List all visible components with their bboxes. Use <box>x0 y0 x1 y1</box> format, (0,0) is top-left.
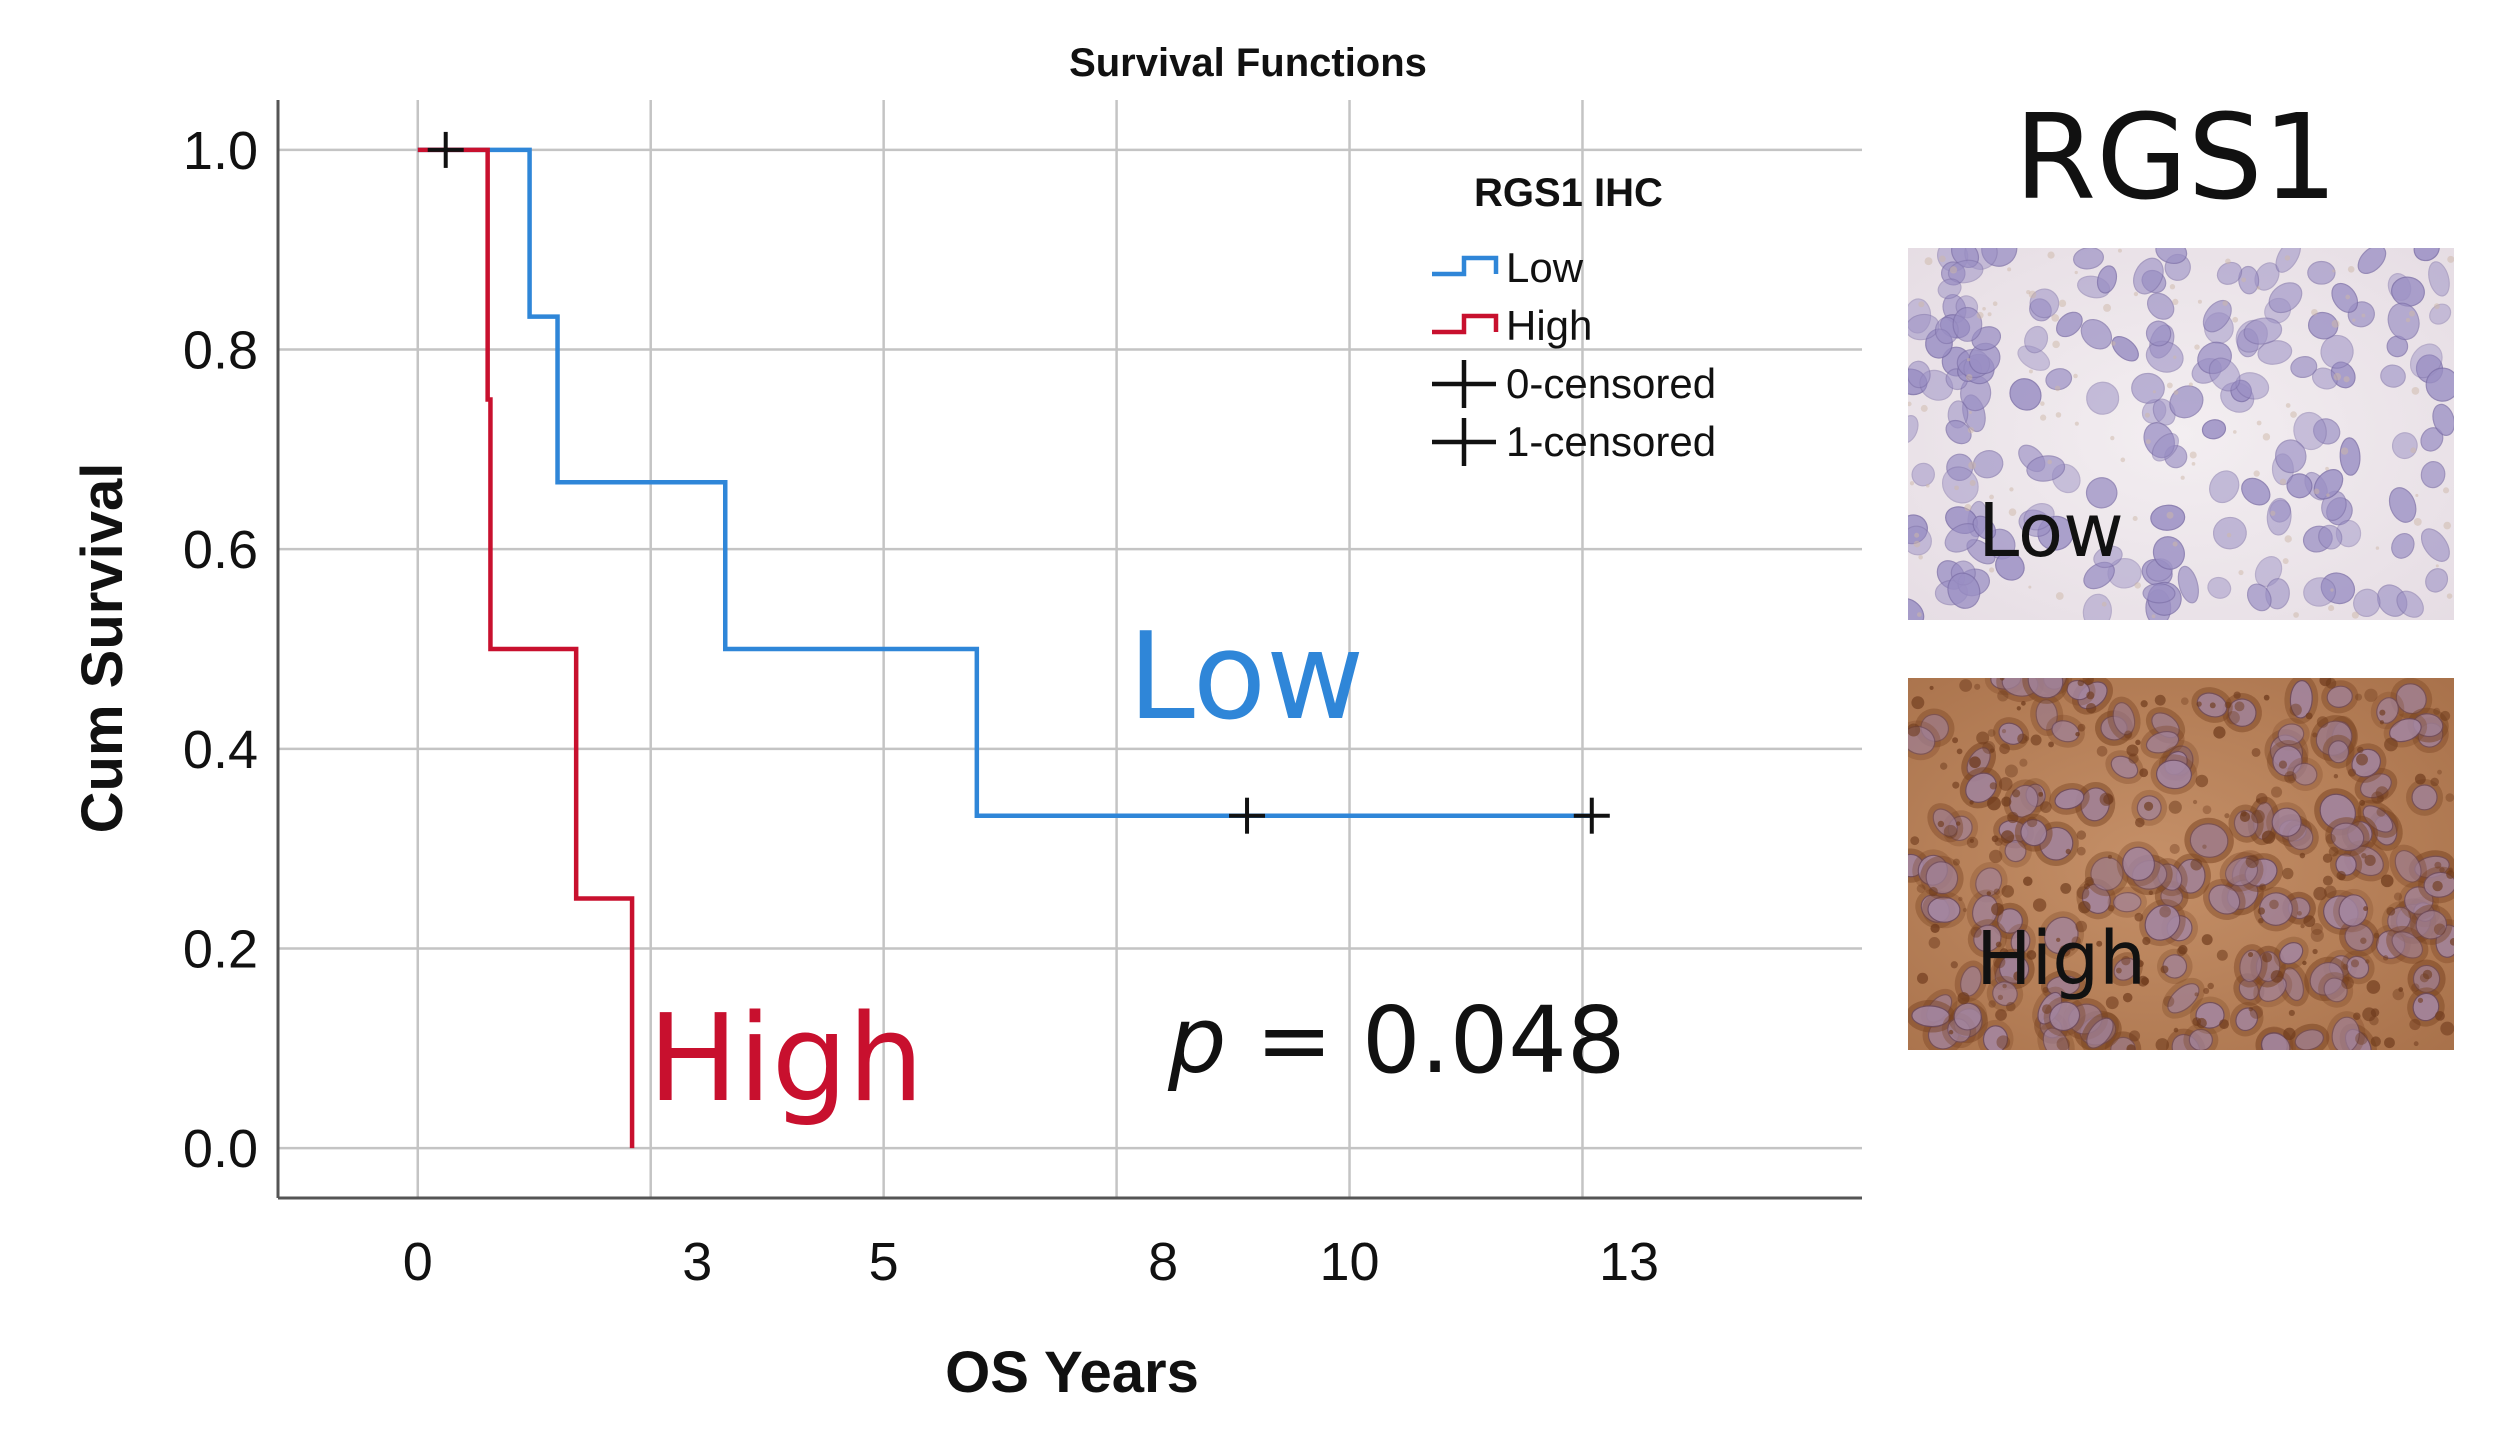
legend-swatch <box>1432 313 1499 335</box>
ihc-panel: RGS1 Low High <box>1908 88 2454 1050</box>
legend-swatch <box>1432 255 1499 277</box>
x-tick-label: 8 <box>1148 1232 1178 1292</box>
km-plot: 0.0 0.2 0.4 0.6 0.8 1.0 0 3 5 8 10 13 <box>183 100 1862 1292</box>
x-axis-label: OS Years <box>945 1340 1199 1405</box>
x-tick-label: 10 <box>1319 1232 1379 1292</box>
y-tick-label: 0.8 <box>183 321 258 381</box>
y-tick-label: 0.4 <box>183 720 258 780</box>
y-axis-label: Cum Survival <box>70 463 135 834</box>
low-stain-image <box>1908 248 2454 620</box>
legend-item-1-censored: 1-censored <box>1432 418 1716 466</box>
survival-curves <box>417 147 1592 1149</box>
grid-lines <box>278 100 1862 1198</box>
curve-low <box>417 147 1592 818</box>
high-stain-image <box>1908 678 2454 1050</box>
y-tick-label: 0.0 <box>183 1119 258 1179</box>
low-image-label: Low <box>1978 488 2124 574</box>
legend-label: Low <box>1506 244 1584 291</box>
curve-high <box>417 147 635 1149</box>
x-tick-label: 13 <box>1599 1232 1659 1292</box>
censor-marks <box>427 131 1610 834</box>
censor-mark-low-1 <box>1573 797 1610 834</box>
annotation-low: Low <box>1128 608 1364 747</box>
legend: RGS1 IHC Low High 0-censored 1-censored <box>1432 171 1716 466</box>
p-value: p = 0.048 <box>1167 987 1625 1094</box>
censor-mark-high-0 <box>427 131 464 168</box>
high-image-label: High <box>1976 916 2146 1002</box>
panel-title: RGS1 <box>2014 88 2337 226</box>
x-tick-label: 0 <box>403 1232 433 1292</box>
legend-title: RGS1 IHC <box>1474 171 1663 215</box>
chart-title: Survival Functions <box>1069 41 1427 85</box>
legend-item-low: Low <box>1432 244 1584 291</box>
legend-label: High <box>1506 302 1592 349</box>
x-tick-label: 5 <box>869 1232 899 1292</box>
annotation-high: High <box>648 990 924 1129</box>
y-tick-label: 0.2 <box>183 919 258 979</box>
p-symbol: p <box>1167 987 1226 1094</box>
legend-label: 0-censored <box>1506 360 1716 407</box>
y-tick-label: 0.6 <box>183 520 258 580</box>
censor-mark-low-0 <box>1229 797 1266 834</box>
legend-label: 1-censored <box>1506 418 1716 465</box>
legend-item-high: High <box>1432 302 1592 349</box>
x-tick-label: 3 <box>682 1232 712 1292</box>
y-tick-label: 1.0 <box>183 121 258 181</box>
legend-item-0-censored: 0-censored <box>1432 360 1716 408</box>
tick-labels: 0.0 0.2 0.4 0.6 0.8 1.0 0 3 5 8 10 13 <box>183 121 1659 1292</box>
p-value-text: = 0.048 <box>1226 987 1625 1094</box>
axes <box>276 100 1862 1200</box>
